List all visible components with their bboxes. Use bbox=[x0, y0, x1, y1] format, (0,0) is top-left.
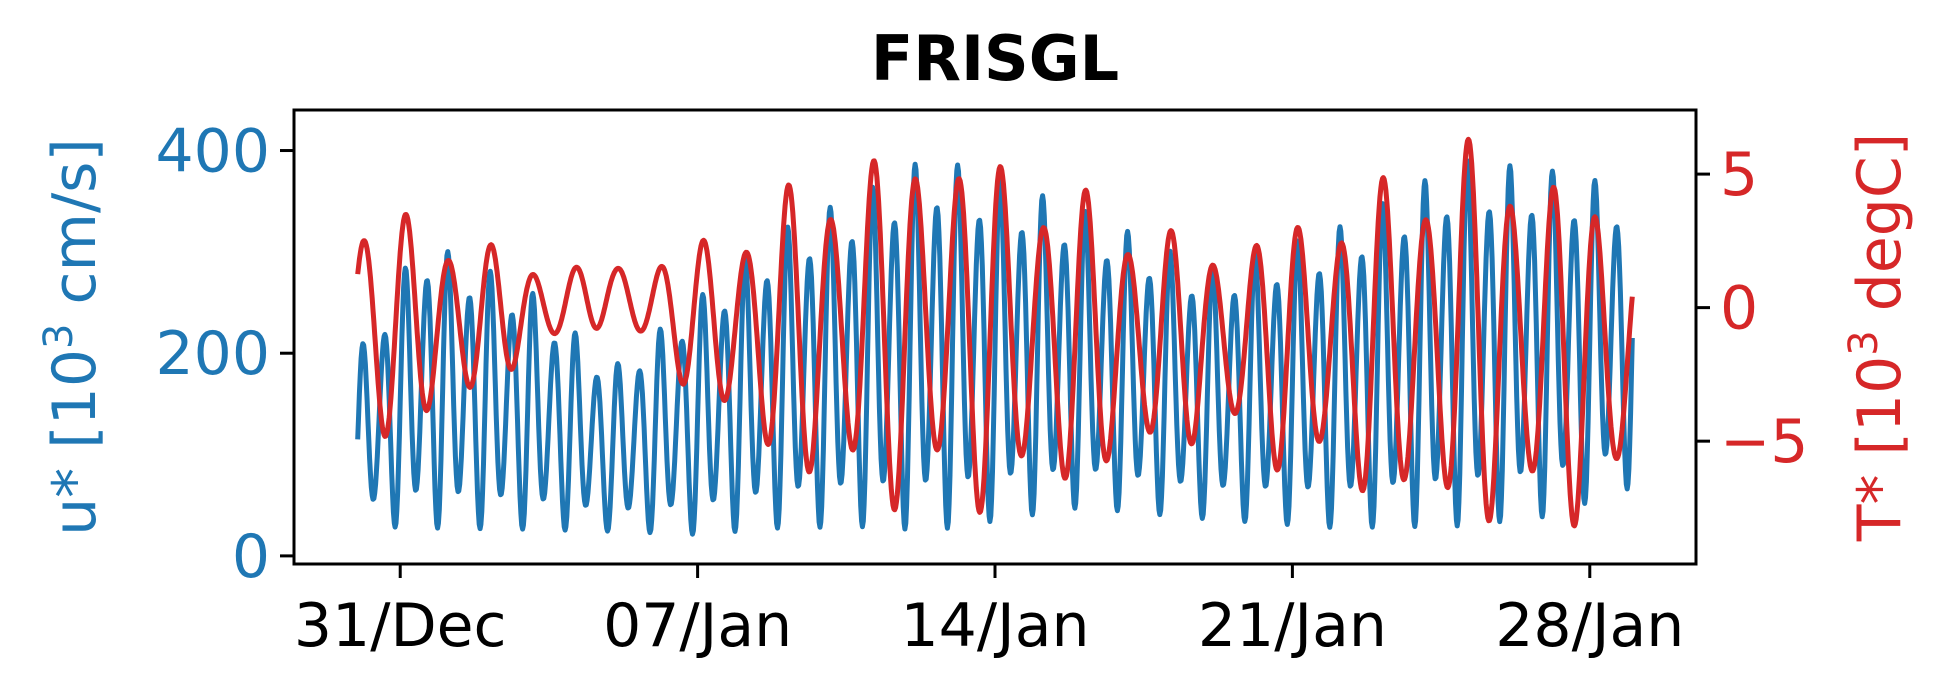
y-left-tick-label: 400 bbox=[155, 117, 270, 187]
y-right-tick-label: 0 bbox=[1720, 274, 1758, 344]
y-left-tick-label: 0 bbox=[232, 522, 270, 592]
chart-title: FRISGL bbox=[871, 22, 1119, 95]
y-axis-left-label: u* [103 cm/s] bbox=[36, 138, 110, 536]
series-line-left bbox=[355, 158, 1635, 537]
y-axis-right: 5 0 −5 bbox=[1696, 140, 1808, 477]
x-tick-label: 21/Jan bbox=[1198, 591, 1387, 661]
y-axis-left: 0 200 400 bbox=[155, 117, 294, 592]
x-tick-label: 14/Jan bbox=[900, 591, 1089, 661]
series-line-right bbox=[355, 136, 1635, 529]
x-axis: 31/Dec 07/Jan 14/Jan 21/Jan 28/Jan bbox=[294, 564, 1684, 661]
y-axis-right-label: T* [103 degC] bbox=[1841, 133, 1915, 542]
x-tick-label: 07/Jan bbox=[603, 591, 792, 661]
y-right-tick-label: −5 bbox=[1720, 407, 1808, 477]
y-right-tick-label: 5 bbox=[1720, 140, 1758, 210]
series-layer bbox=[355, 136, 1635, 537]
x-tick-label: 31/Dec bbox=[294, 591, 507, 661]
y-left-tick-label: 200 bbox=[155, 319, 270, 389]
x-tick-label: 28/Jan bbox=[1495, 591, 1684, 661]
